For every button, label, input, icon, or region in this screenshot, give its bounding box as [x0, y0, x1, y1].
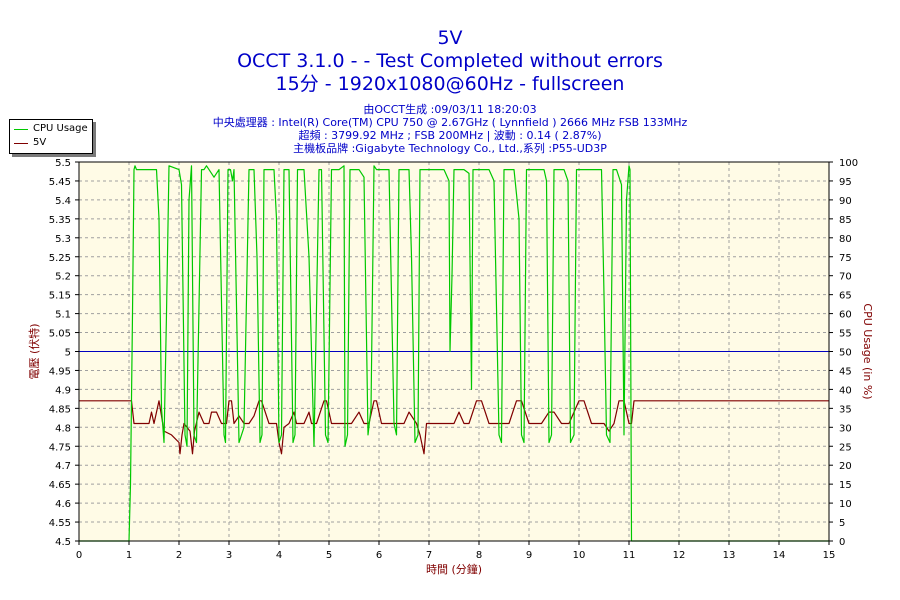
y-left-tick-label: 5.45 [49, 177, 71, 188]
y-right-tick-label: 55 [839, 329, 852, 340]
legend-swatch-cpu-usage [14, 128, 28, 130]
y-left-tick-label: 5.25 [49, 253, 71, 264]
y-right-tick-label: 25 [839, 442, 852, 453]
x-tick-label: 12 [673, 550, 686, 561]
y-right-tick-label: 85 [839, 215, 852, 226]
y-right-tick-label: 50 [839, 348, 852, 359]
y-left-tick-label: 4.95 [49, 366, 71, 377]
y-left-tick-label: 4.7 [55, 461, 71, 472]
y-left-tick-label: 4.9 [55, 385, 71, 396]
y-left-tick-label: 5.1 [55, 310, 71, 321]
y-left-tick-label: 5.3 [55, 234, 71, 245]
legend-item-5v: 5V [14, 137, 46, 149]
y-right-tick-label: 75 [839, 253, 852, 264]
y-right-tick-label: 100 [839, 158, 858, 169]
y-right-axis-label: CPU Usage (in %) [861, 303, 874, 399]
y-right-tick-label: 65 [839, 291, 852, 302]
y-right-tick-label: 70 [839, 272, 852, 283]
x-tick-label: 7 [426, 550, 432, 561]
x-tick-label: 10 [573, 550, 586, 561]
y-right-tick-label: 80 [839, 234, 852, 245]
x-tick-label: 1 [126, 550, 132, 561]
y-left-tick-label: 5.35 [49, 215, 71, 226]
y-right-tick-label: 0 [839, 537, 845, 548]
x-tick-label: 8 [476, 550, 482, 561]
overclock-info: 超頻 : 3799.92 MHz ; FSB 200MHz | 波動 : 0.1… [298, 129, 602, 142]
x-tick-label: 13 [723, 550, 736, 561]
y-right-tick-label: 40 [839, 385, 852, 396]
x-tick-label: 2 [176, 550, 182, 561]
y-right-tick-label: 35 [839, 404, 852, 415]
y-left-tick-label: 5.05 [49, 329, 71, 340]
y-right-tick-label: 90 [839, 196, 852, 207]
chart-subtitle-config: 15分 - 1920x1080@60Hz - fullscreen [275, 73, 625, 95]
y-left-tick-label: 5.5 [55, 158, 71, 169]
chart-legend: CPU Usage 5V [9, 119, 93, 154]
chart-title: 5V [437, 27, 463, 49]
y-left-tick-label: 4.65 [49, 480, 71, 491]
legend-item-cpu-usage: CPU Usage [14, 123, 88, 135]
y-left-tick-label: 5.4 [55, 196, 71, 207]
motherboard-info: 主機板品牌 :Gigabyte Technology Co., Ltd.,系列 … [293, 142, 607, 155]
x-tick-label: 15 [823, 550, 836, 561]
y-left-tick-label: 5.15 [49, 291, 71, 302]
x-tick-label: 0 [76, 550, 82, 561]
chart-subtitle-test: OCCT 3.1.0 - - Test Completed without er… [237, 50, 663, 72]
y-right-tick-label: 95 [839, 177, 852, 188]
y-right-tick-label: 45 [839, 366, 852, 377]
y-left-tick-label: 5.2 [55, 272, 71, 283]
y-right-tick-label: 60 [839, 310, 852, 321]
legend-label-5v: 5V [33, 137, 47, 148]
y-left-tick-label: 4.75 [49, 442, 71, 453]
x-tick-label: 4 [276, 550, 282, 561]
x-tick-label: 3 [226, 550, 232, 561]
y-right-tick-label: 30 [839, 423, 852, 434]
y-left-tick-label: 5 [65, 348, 71, 359]
x-axis-label: 時間 (分鐘) [426, 562, 482, 576]
x-tick-label: 14 [773, 550, 786, 561]
x-tick-label: 9 [526, 550, 532, 561]
legend-swatch-5v [14, 142, 28, 144]
generated-info: 由OCCT生成 :09/03/11 18:20:03 [363, 103, 537, 116]
y-left-axis-label: 電壓 (伏特) [27, 323, 41, 379]
y-right-tick-label: 15 [839, 480, 852, 491]
y-left-tick-label: 4.85 [49, 404, 71, 415]
y-left-tick-label: 4.5 [55, 537, 71, 548]
y-right-tick-label: 10 [839, 499, 852, 510]
x-tick-label: 5 [326, 550, 332, 561]
y-right-tick-label: 20 [839, 461, 852, 472]
y-left-tick-label: 4.6 [55, 499, 71, 510]
x-tick-label: 11 [623, 550, 636, 561]
plot-border [78, 161, 830, 542]
y-left-tick-label: 4.8 [55, 423, 71, 434]
y-right-tick-label: 5 [839, 518, 845, 529]
legend-label-cpu-usage: CPU Usage [33, 123, 88, 134]
series-line-cpu-usage [79, 165, 829, 542]
x-tick-label: 6 [376, 550, 382, 561]
y-left-tick-label: 4.55 [49, 518, 71, 529]
cpu-info: 中央處理器 : Intel(R) Core(TM) CPU 750 @ 2.67… [212, 116, 688, 129]
